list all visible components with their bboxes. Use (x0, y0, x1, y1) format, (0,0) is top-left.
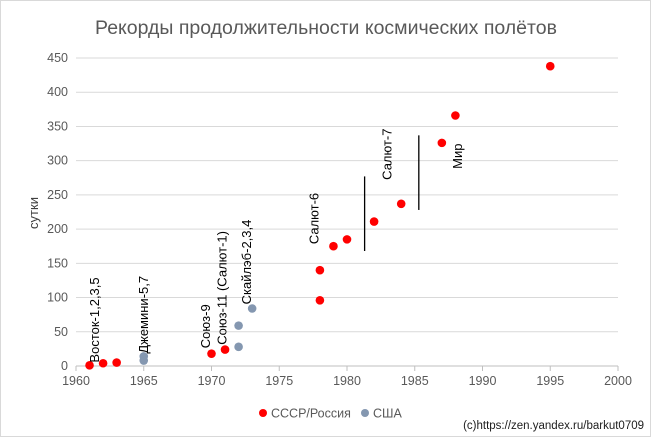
data-point (545, 61, 555, 71)
x-tick-label: 1960 (62, 374, 90, 388)
data-point (396, 199, 406, 209)
y-axis-label: сутки (26, 197, 41, 229)
chart-title: Рекорды продолжительности космических по… (95, 17, 557, 39)
data-point (207, 349, 216, 358)
annotation-label: Скайлэб-2,3,4 (239, 220, 254, 305)
x-tick-label: 1980 (333, 374, 361, 388)
legend-marker (259, 409, 267, 417)
credit-text: (c)https://zen.yandex.ru/barkut0709 (463, 420, 644, 432)
x-tick-label: 1965 (130, 374, 158, 388)
data-point (369, 217, 379, 226)
legend: СССР/Россия США (259, 407, 402, 421)
data-point (220, 345, 230, 354)
x-tick-label: 1995 (536, 374, 564, 388)
data-point (315, 295, 325, 305)
y-tick-label: 300 (47, 154, 68, 168)
x-tick-label: 2000 (604, 374, 632, 388)
annotation-label: Союз-11 (Салют-1) (214, 231, 229, 345)
x-tick-label: 1990 (469, 374, 497, 388)
data-point (85, 361, 94, 370)
reference-lines (363, 135, 420, 252)
data-point (451, 111, 460, 120)
annotation-label: Салют-7 (380, 129, 395, 180)
data-points (85, 61, 555, 370)
y-tick-label: 100 (47, 291, 68, 305)
y-tick-label: 0 (61, 359, 68, 373)
y-tick-label: 50 (54, 325, 68, 339)
x-tick-label: 1975 (265, 374, 293, 388)
annotation-label: Джемини-5,7 (136, 276, 151, 354)
annotation-label: Восток-1,2,3,5 (87, 277, 102, 362)
data-point (247, 304, 257, 313)
y-tick-label: 250 (47, 188, 68, 202)
y-tick-label: 150 (47, 256, 68, 270)
annotation-label: Союз-9 (198, 304, 213, 348)
data-point (112, 358, 121, 367)
data-point (315, 265, 325, 275)
data-point (437, 138, 447, 148)
data-point (139, 352, 149, 361)
x-tick-label: 1970 (198, 374, 226, 388)
tick-labels: 0 50 100 150 200 250 300 350 400 450 1960 1965 1970 1… (47, 51, 632, 388)
legend-label: США (373, 407, 402, 421)
data-point (342, 235, 352, 244)
data-point (98, 358, 108, 368)
gridlines (76, 57, 618, 333)
y-tick-label: 450 (47, 51, 68, 65)
data-point (329, 241, 338, 251)
annotation-label: Салют-6 (307, 193, 322, 244)
annotations: Восток-1,2,3,5 Джемини-5,7 Союз-9 Союз-11 (… (87, 129, 465, 363)
annotation-label: Мир (450, 144, 465, 169)
data-point (234, 321, 243, 330)
y-tick-label: 350 (47, 119, 68, 133)
y-tick-label: 200 (47, 222, 68, 236)
axes (75, 365, 619, 371)
legend-label: СССР/Россия (271, 407, 351, 421)
x-tick-label: 1985 (401, 374, 429, 388)
data-point (234, 342, 243, 352)
y-tick-label: 400 (47, 85, 68, 99)
legend-marker (361, 409, 369, 417)
